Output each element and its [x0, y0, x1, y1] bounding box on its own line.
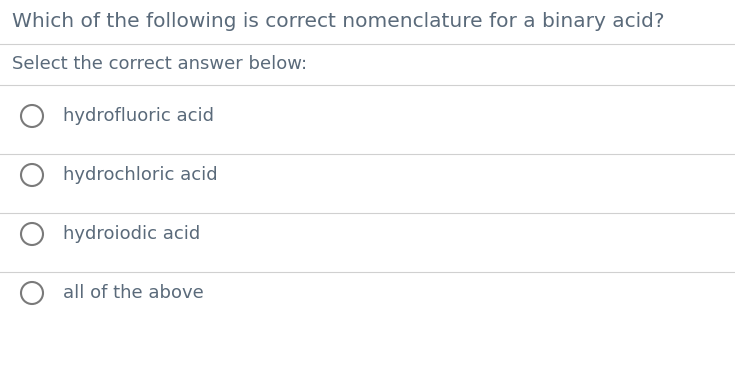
Text: all of the above: all of the above	[63, 284, 204, 302]
Text: Which of the following is correct nomenclature for a binary acid?: Which of the following is correct nomenc…	[12, 12, 664, 31]
Text: hydroiodic acid: hydroiodic acid	[63, 225, 200, 243]
Text: Select the correct answer below:: Select the correct answer below:	[12, 55, 307, 73]
Text: hydrofluoric acid: hydrofluoric acid	[63, 107, 214, 125]
Text: hydrochloric acid: hydrochloric acid	[63, 166, 218, 184]
